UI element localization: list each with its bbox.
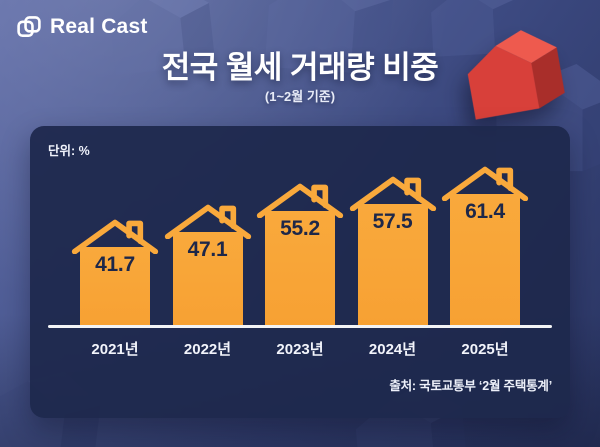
bar-value: 41.7: [95, 253, 135, 276]
chart-panel: 단위: % 41.7 47.1 55.2 57.5 61.4 2021년 2022년 202…: [30, 126, 570, 418]
x-axis-label: 2024년: [368, 341, 417, 358]
bar-value: 47.1: [187, 238, 228, 261]
bar-column: 61.4: [440, 162, 530, 325]
bar: 57.5: [357, 204, 428, 325]
x-axis-label: 2021년: [91, 341, 139, 358]
house-roof-icon: [349, 176, 436, 211]
red-house-icon: [467, 30, 565, 120]
bar-value: 55.2: [280, 217, 320, 240]
page-title: 전국 월세 거래량 비중: [161, 50, 439, 85]
bar-column: 47.1: [163, 200, 253, 325]
x-axis-line: [48, 325, 552, 328]
bar-value: 61.4: [465, 200, 505, 223]
house-roof-icon: [71, 219, 159, 254]
house-roof-icon: [164, 204, 251, 239]
bar-column: 41.7: [70, 215, 160, 325]
unit-label: 단위: %: [48, 144, 90, 158]
bar-chart: 41.7 47.1 55.2 57.5 61.4: [48, 126, 552, 325]
bar: 61.4: [450, 194, 520, 325]
bar-column: 55.2: [255, 179, 345, 325]
bg-house-icon: [110, 0, 215, 75]
bar: 55.2: [265, 211, 335, 325]
brand-name: Real Cast: [50, 15, 148, 38]
x-axis-label: 2022년: [183, 341, 232, 358]
x-axis-labels: 2021년 2022년 2023년 2024년 2025년: [48, 338, 552, 359]
bar-value: 57.5: [372, 210, 413, 233]
page-subtitle: (1~2월 기준): [264, 89, 336, 104]
x-axis-label: 2025년: [461, 341, 509, 358]
x-axis-label: 2023년: [276, 341, 324, 358]
brand-logo: Real Cast: [16, 14, 148, 40]
bar-column: 57.5: [348, 172, 438, 325]
bar: 41.7: [80, 247, 150, 325]
house-roof-icon: [256, 183, 344, 218]
bar: 47.1: [172, 232, 243, 325]
bg-house-icon: [264, 0, 393, 73]
realcast-logo-icon: [17, 16, 41, 37]
source-note: 출처: 국토교통부 ‘2월 주택통계’: [389, 379, 552, 393]
house-roof-icon: [441, 166, 529, 201]
